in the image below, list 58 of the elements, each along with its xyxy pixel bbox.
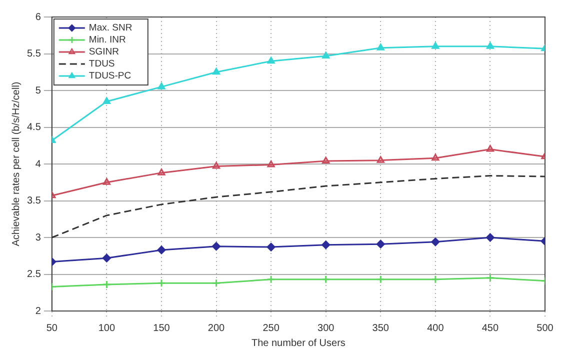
point <box>267 56 275 64</box>
point <box>158 168 166 176</box>
y-tick-label: 3 <box>35 232 42 244</box>
legend-label: TDUS-PC <box>88 70 132 82</box>
point <box>486 145 494 152</box>
x-tick-label: 450 <box>482 322 499 334</box>
point <box>322 275 330 284</box>
y-tick-label: 2.5 <box>26 269 42 280</box>
point <box>102 254 111 262</box>
point <box>157 246 166 254</box>
y-tick-label: 4 <box>35 158 42 170</box>
point <box>212 68 220 75</box>
point <box>266 242 276 252</box>
x-tick-label: 300 <box>318 322 335 334</box>
point <box>432 42 440 49</box>
point <box>212 162 220 169</box>
point <box>486 274 494 282</box>
x-tick-label: 100 <box>98 322 116 334</box>
point <box>267 160 275 168</box>
point <box>432 154 440 161</box>
legend-label: Max. SNR <box>88 22 132 34</box>
point <box>266 275 276 284</box>
point <box>322 52 330 58</box>
point <box>431 238 440 246</box>
legend-label: Min. INR <box>88 34 126 46</box>
y-tick-label: 5 <box>35 85 42 96</box>
point <box>431 275 440 284</box>
point <box>486 42 494 49</box>
y-tick-label: 5.5 <box>26 48 42 60</box>
legend-label: TDUS <box>88 58 115 70</box>
x-tick-label: 150 <box>153 322 170 334</box>
x-tick-label: 350 <box>372 322 390 334</box>
point <box>157 278 166 288</box>
point <box>322 156 330 164</box>
y-tick-label: 4.5 <box>26 122 42 133</box>
point <box>212 242 221 251</box>
x-axis-title: The number of Users <box>251 338 346 349</box>
x-tick-label: 250 <box>262 322 280 334</box>
y-tick-label: 6 <box>35 12 42 23</box>
point <box>486 233 494 242</box>
x-tick-label: 200 <box>208 322 226 334</box>
point <box>212 278 221 288</box>
point <box>322 240 330 250</box>
x-tick-label: 400 <box>427 322 444 334</box>
point <box>376 44 384 50</box>
point <box>102 178 110 185</box>
point <box>102 280 111 289</box>
x-tick-label: 50 <box>46 322 58 334</box>
legend-label: SGINR <box>88 46 120 58</box>
point <box>376 240 385 248</box>
point <box>376 275 385 284</box>
y-tick-label: 2 <box>35 306 42 317</box>
point <box>158 82 166 90</box>
x-tick-label: 500 <box>536 322 554 334</box>
y-tick-label: 3.5 <box>26 196 42 206</box>
y-axis-title: Achievable rates per cell (b/s/Hz/cell) <box>10 82 22 246</box>
point <box>376 156 384 163</box>
point <box>102 97 110 104</box>
